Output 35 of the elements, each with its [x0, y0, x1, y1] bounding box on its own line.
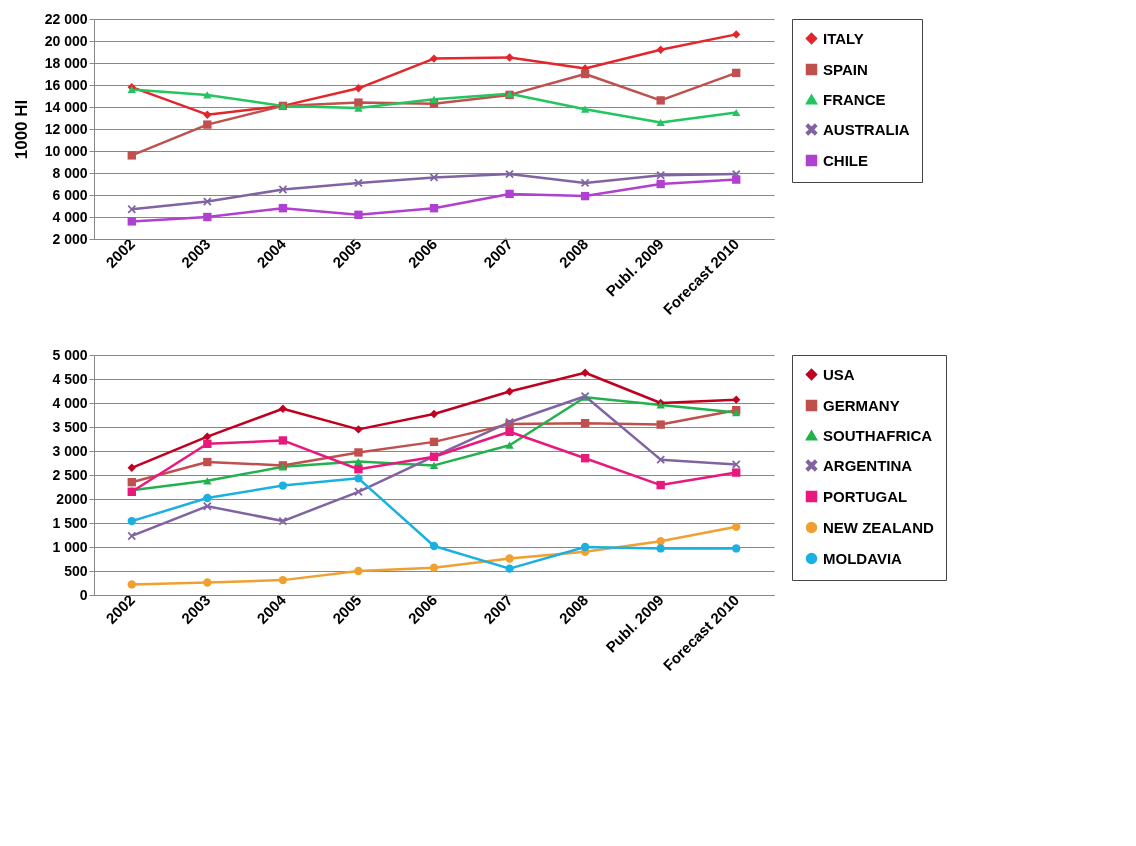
y-tick-label: 20 000 — [44, 32, 88, 49]
legend-label: FRANCE — [823, 90, 886, 108]
y-tick-label: 1 500 — [52, 514, 88, 531]
y-axis-title: 1000 Hl — [11, 99, 31, 160]
legend-label: SPAIN — [823, 60, 868, 78]
y-tick-label: 16 000 — [44, 76, 88, 93]
y-tick-label: 12 000 — [44, 120, 88, 137]
legend-label: SOUTHAFRICA — [823, 426, 933, 444]
legend-label: CHILE — [823, 151, 868, 169]
legend-label: AUSTRALIA — [823, 120, 910, 138]
y-tick-label: 22 000 — [44, 10, 88, 27]
legend-label: ITALY — [823, 29, 864, 47]
y-tick-label: 8 000 — [52, 164, 88, 181]
legend-label: ARGENTINA — [823, 456, 913, 474]
legend-label: USA — [823, 365, 855, 383]
y-tick-label: 14 000 — [44, 98, 88, 115]
y-tick-label: 2 500 — [52, 466, 88, 483]
legend-label: PORTUGAL — [823, 487, 908, 505]
y-tick-label: 6 000 — [52, 186, 88, 203]
y-tick-label: 2 000 — [52, 230, 88, 247]
legend-label: GERMANY — [823, 396, 900, 414]
y-tick-label: 1 000 — [52, 538, 88, 555]
y-tick-label: 0 — [79, 586, 88, 603]
y-tick-label: 4 000 — [52, 208, 88, 225]
y-tick-label: 5 000 — [52, 346, 88, 363]
y-tick-label: 4 000 — [52, 394, 88, 411]
y-tick-label: 2000 — [56, 490, 88, 507]
y-tick-label: 500 — [64, 562, 88, 579]
y-tick-label: 18 000 — [44, 54, 88, 71]
legend-label: NEW ZEALAND — [823, 518, 934, 536]
legend-label: MOLDAVIA — [823, 549, 903, 567]
y-tick-label: 3 500 — [52, 418, 88, 435]
y-tick-label: 10 000 — [44, 142, 88, 159]
y-tick-label: 3 000 — [52, 442, 88, 459]
y-tick-label: 4 500 — [52, 370, 88, 387]
